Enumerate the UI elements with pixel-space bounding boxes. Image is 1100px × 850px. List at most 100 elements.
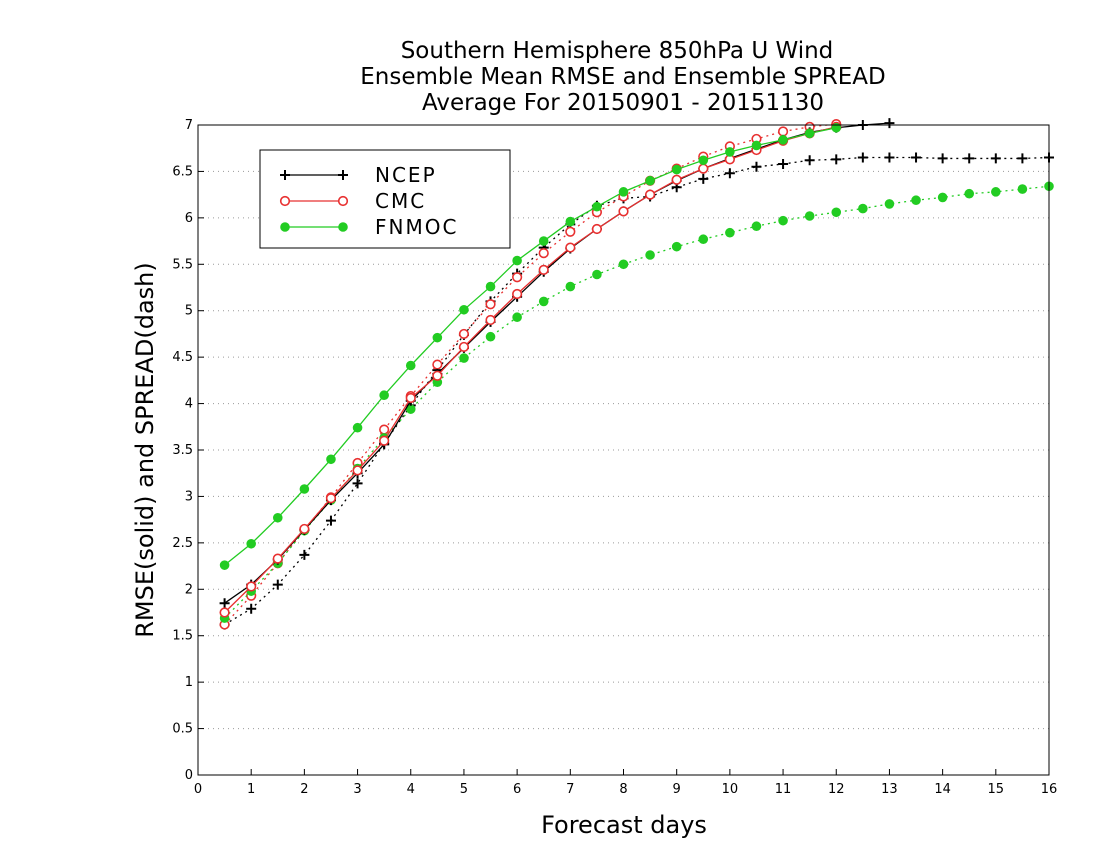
legend-sample-cmc bbox=[279, 195, 349, 207]
data-point bbox=[778, 135, 788, 145]
data-point bbox=[751, 221, 762, 232]
data-point bbox=[618, 259, 629, 270]
data-point bbox=[246, 538, 256, 549]
series-fnmoc-spread bbox=[219, 181, 1054, 623]
data-point bbox=[644, 189, 656, 200]
data-point bbox=[698, 173, 709, 184]
data-point bbox=[432, 359, 443, 370]
data-point bbox=[778, 159, 789, 169]
data-point bbox=[512, 255, 522, 266]
legend-label-ncep: NCEP bbox=[375, 163, 437, 187]
legend-label-cmc: CMC bbox=[375, 189, 426, 213]
data-point bbox=[272, 553, 283, 564]
data-point bbox=[458, 328, 470, 340]
data-point bbox=[565, 242, 576, 253]
series-layer bbox=[219, 118, 1054, 630]
data-point bbox=[858, 203, 868, 214]
data-point bbox=[459, 304, 469, 315]
y-tick-label: 6 bbox=[185, 211, 193, 226]
data-point bbox=[458, 341, 470, 353]
data-point bbox=[512, 288, 523, 300]
legend-label-fnmoc: FNMOC bbox=[375, 215, 458, 239]
data-point bbox=[831, 207, 842, 218]
data-point bbox=[778, 215, 788, 226]
data-point bbox=[485, 314, 496, 326]
x-tick-label: 8 bbox=[619, 782, 627, 797]
data-point bbox=[724, 168, 735, 179]
data-point bbox=[884, 199, 895, 209]
data-point bbox=[338, 170, 348, 180]
data-point bbox=[831, 154, 842, 165]
data-point bbox=[299, 484, 310, 494]
data-point bbox=[698, 163, 709, 174]
data-point bbox=[565, 281, 576, 292]
x-tick-label: 6 bbox=[513, 782, 521, 797]
data-point bbox=[857, 152, 868, 163]
data-point bbox=[1017, 153, 1028, 164]
x-tick-label: 3 bbox=[353, 782, 361, 797]
title-line-3: Average For 20150901 - 20151130 bbox=[422, 90, 824, 116]
data-point bbox=[337, 195, 349, 207]
chart-title: Southern Hemisphere 850hPa U Wind Ensemb… bbox=[360, 38, 885, 116]
data-point bbox=[592, 201, 602, 212]
y-tick-label: 6.5 bbox=[172, 164, 193, 179]
data-point bbox=[618, 206, 629, 217]
data-point bbox=[751, 161, 762, 172]
data-point bbox=[272, 579, 283, 590]
data-point bbox=[645, 250, 655, 260]
data-point bbox=[831, 122, 842, 133]
data-point bbox=[991, 187, 1001, 197]
gridlines bbox=[198, 170, 1049, 730]
data-point bbox=[405, 360, 416, 371]
data-point bbox=[379, 424, 390, 435]
axis-ticks: 00.511.522.533.544.555.566.570 1 2 3 4 5 6 7 8 9 1… bbox=[172, 118, 1057, 797]
data-point bbox=[338, 222, 348, 232]
data-point bbox=[352, 465, 363, 476]
data-point bbox=[698, 155, 709, 166]
series-cmc-rmse bbox=[219, 121, 842, 618]
y-tick-label: 4.5 bbox=[172, 350, 193, 365]
data-point bbox=[512, 272, 523, 283]
x-tick-label: 4 bbox=[407, 782, 415, 797]
title-line-2: Ensemble Mean RMSE and Ensemble SPREAD bbox=[360, 64, 885, 90]
data-point bbox=[911, 152, 922, 163]
data-point bbox=[804, 211, 815, 221]
x-axis-label: Forecast days bbox=[541, 811, 707, 839]
data-point bbox=[432, 370, 443, 381]
data-point bbox=[459, 353, 469, 363]
x-tick-label: 9 bbox=[673, 782, 681, 797]
data-point bbox=[538, 264, 549, 275]
y-tick-label: 1.5 bbox=[172, 629, 193, 644]
data-point bbox=[326, 454, 336, 465]
data-point bbox=[671, 241, 682, 252]
data-point bbox=[512, 312, 522, 323]
y-tick-label: 0 bbox=[185, 768, 193, 783]
data-point bbox=[698, 234, 709, 245]
x-tick-label: 13 bbox=[881, 782, 898, 797]
series-line bbox=[224, 185, 1050, 619]
data-point bbox=[565, 216, 576, 227]
y-tick-label: 1 bbox=[185, 675, 193, 690]
data-point bbox=[618, 187, 629, 197]
y-axis-label: RMSE(solid) and SPREAD(dash) bbox=[131, 262, 159, 638]
data-point bbox=[777, 126, 789, 137]
x-tick-label: 15 bbox=[988, 782, 1005, 797]
data-point bbox=[937, 153, 948, 164]
y-tick-label: 2.5 bbox=[172, 536, 193, 551]
data-point bbox=[219, 607, 230, 618]
legend-box bbox=[259, 149, 511, 249]
data-point bbox=[538, 236, 549, 246]
legend-sample-fnmoc bbox=[280, 222, 348, 232]
data-point bbox=[246, 581, 257, 592]
data-point bbox=[352, 478, 363, 489]
x-tick-label: 2 bbox=[300, 782, 308, 797]
data-point bbox=[379, 435, 390, 446]
data-point bbox=[280, 222, 290, 232]
x-tick-label: 11 bbox=[775, 782, 792, 797]
data-point bbox=[725, 227, 735, 238]
data-point bbox=[671, 174, 682, 185]
data-point bbox=[279, 195, 291, 207]
data-point bbox=[485, 331, 496, 342]
data-point bbox=[1017, 184, 1028, 194]
